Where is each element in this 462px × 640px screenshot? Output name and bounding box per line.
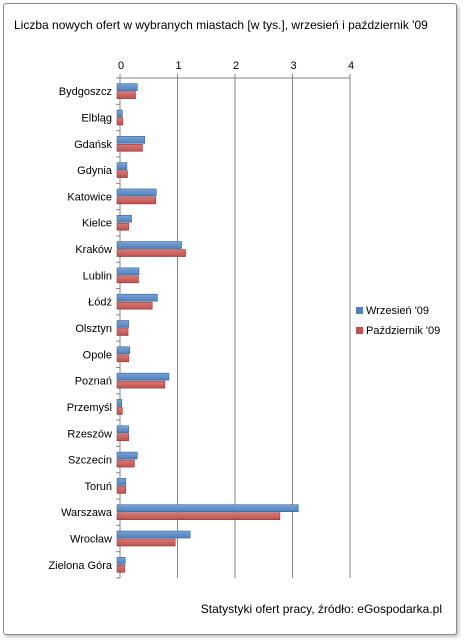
category-label: Kielce <box>82 218 112 230</box>
bar-wrzesien <box>116 188 157 197</box>
bar-pazdziernik <box>116 222 129 231</box>
bar-pazdziernik <box>116 91 136 99</box>
x-tick-label: 2 <box>233 60 239 72</box>
bar-wrzesien <box>116 530 191 539</box>
chart-frame: Liczba nowych ofert w wybranych miastach… <box>3 3 457 635</box>
bar-wrzesien <box>116 241 182 249</box>
bar-pazdziernik <box>116 565 125 573</box>
bar-wrzesien <box>116 451 138 460</box>
category-label: Katowice <box>67 191 112 203</box>
bar-pazdziernik <box>116 143 143 152</box>
category-label: Lublin <box>83 270 112 282</box>
category-label: Szczecin <box>68 455 112 467</box>
bar-pazdziernik <box>116 538 176 547</box>
x-tick-label: 4 <box>348 60 354 72</box>
legend-swatch-pazdziernik <box>356 327 363 334</box>
bar-wrzesien <box>116 267 140 276</box>
legend-label-wrzesien: Wrzesień '09 <box>366 305 429 317</box>
category-label: Opole <box>83 349 112 361</box>
category-label: Bydgoszcz <box>59 86 112 98</box>
bar-wrzesien <box>116 109 123 118</box>
bar-wrzesien <box>116 320 129 328</box>
category-label: Gdynia <box>77 165 113 177</box>
bar-wrzesien <box>116 425 129 434</box>
category-label: Toruń <box>84 481 112 493</box>
bar-pazdziernik <box>116 170 128 178</box>
bar-pazdziernik <box>116 301 153 310</box>
category-label: Olsztyn <box>75 323 112 335</box>
category-label: Rzeszów <box>67 428 112 440</box>
bar-pazdziernik <box>116 354 129 363</box>
category-label: Kraków <box>75 244 112 256</box>
source-note: Statystyki ofert pracy, źródło: eGospoda… <box>200 602 442 616</box>
bar-pazdziernik <box>116 512 281 521</box>
bar-wrzesien <box>116 557 126 565</box>
bar-pazdziernik <box>116 117 124 126</box>
bar-wrzesien <box>116 372 170 381</box>
bar-pazdziernik <box>116 380 166 389</box>
chart-title: Liczba nowych ofert w wybranych miastach… <box>14 18 428 32</box>
x-tick-label: 1 <box>175 60 181 72</box>
bar-wrzesien <box>116 346 131 355</box>
legend-swatch-wrzesien <box>356 307 363 314</box>
category-label: Wrocław <box>70 534 112 546</box>
bar-pazdziernik <box>116 407 123 415</box>
bar-wrzesien <box>116 83 138 91</box>
category-label: Zielona Góra <box>48 560 112 572</box>
bar-pazdziernik <box>116 486 127 494</box>
category-label: Przemyśl <box>67 402 112 414</box>
bar-wrzesien <box>116 478 127 486</box>
bar-wrzesien <box>116 399 123 407</box>
bar-pazdziernik <box>116 249 186 257</box>
bar-pazdziernik <box>116 459 135 468</box>
category-label: Poznań <box>75 376 112 388</box>
bar-pazdziernik <box>116 328 129 336</box>
bar-wrzesien <box>116 504 299 513</box>
bar-wrzesien <box>116 162 128 170</box>
legend-label-pazdziernik: Październik '09 <box>366 325 440 337</box>
x-tick-label: 0 <box>118 60 124 72</box>
category-label: Gdańsk <box>74 139 112 151</box>
bar-pazdziernik <box>116 196 156 205</box>
category-label: Warszawa <box>61 507 113 519</box>
bar-wrzesien <box>116 293 158 302</box>
bar-wrzesien <box>116 135 146 144</box>
bar-wrzesien <box>116 214 132 223</box>
category-label: Elbląg <box>81 112 112 124</box>
bar-pazdziernik <box>116 433 129 442</box>
bar-pazdziernik <box>116 275 139 284</box>
x-tick-label: 3 <box>290 60 296 72</box>
category-label: Łódź <box>88 297 112 309</box>
